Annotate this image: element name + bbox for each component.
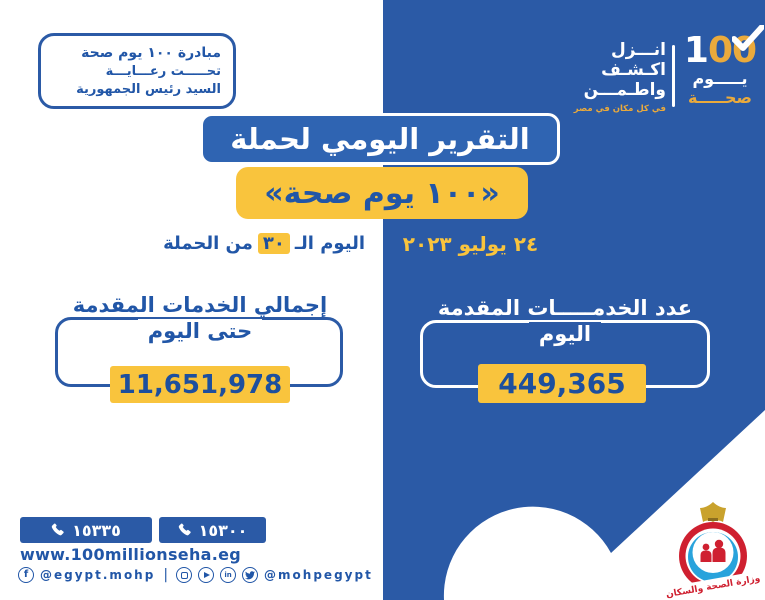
ministry-of-health-logo: وزارة الصحة والسكان [666,502,760,600]
today-services-title-line1: عدد الخدمـــــات المقدمة [427,296,703,320]
slogan-line-2: اكـشـف [601,60,666,80]
hotline-button-15335[interactable]: ١٥٣٣٥ [20,517,152,543]
total-services-value: 11,651,978 [110,366,290,403]
facebook-handle[interactable]: @egypt.mohp [40,568,156,582]
social-media-row: f @egypt.mohp | in @mohpegypt [18,567,373,583]
twitter-icon [242,567,259,583]
brand-divider-line [672,45,675,107]
campaign-name-text: «١٠٠ يوم صحة» [264,175,500,211]
campaign-slogan: انـــزل اكـشـف واطـمـــن في كل مكان في م… [566,40,666,115]
hotline-button-15300[interactable]: ١٥٣٠٠ [159,517,266,543]
slogan-line-3: واطـمـــن [583,80,666,100]
facebook-icon: f [18,567,34,583]
crescent-family-icon [679,522,747,590]
logo-number: 100 [683,25,765,71]
initiative-badge: مبادرة ١٠٠ يوم صحة تحـــــت رعـــايـــة … [38,33,236,109]
today-services-title-line2: اليوم [528,322,602,346]
social-separator: | [163,567,169,583]
report-title-text: التقرير اليومي لحملة [230,122,530,156]
hotline-number-2: ١٥٣٠٠ [198,520,248,540]
badge-line-3: السيد رئيس الجمهورية [76,81,221,97]
instagram-icon [176,567,193,583]
other-socials-handle[interactable]: @mohpegypt [264,568,373,582]
report-date: ٢٤ يوليو ٢٠٢٣ [402,232,539,256]
phone-icon [178,523,191,536]
campaign-logo-100-days: 100 يـــــوم صحـــــة [681,25,765,107]
campaign-day-counter: اليوم الـ ٣٠ من الحملة [158,233,365,254]
phone-icon [51,523,64,536]
slogan-subtitle: في كل مكان في مصر [573,104,666,114]
logo-word-day: يـــــوم [692,69,748,88]
website-link[interactable]: www.100millionseha.eg [20,545,242,564]
day-suffix: من الحملة [163,233,253,254]
today-services-value: 449,365 [478,364,646,403]
eagle-icon [700,502,726,522]
total-services-title-line1: إجمالي الخدمات المقدمة [62,293,338,317]
youtube-icon [198,567,215,583]
report-title-banner: التقرير اليومي لحملة [200,113,560,165]
slogan-line-1: انـــزل [611,40,666,60]
linkedin-icon: in [220,567,237,583]
today-services-heading: عدد الخدمـــــات المقدمة اليوم [400,295,730,347]
badge-line-2: تحـــــت رعـــايـــة [105,63,221,79]
day-number-chip: ٣٠ [257,233,290,254]
campaign-name-banner: «١٠٠ يوم صحة» [236,167,528,219]
total-services-title-line2: حتى اليوم [137,319,263,343]
hotline-number-1: ١٥٣٣٥ [72,520,121,540]
check-icon [732,25,765,51]
day-prefix: اليوم الـ [294,233,365,254]
total-services-heading: إجمالي الخدمات المقدمة حتى اليوم [35,292,365,344]
logo-word-health: صحـــــة [687,88,753,107]
logo-number-one: 1 [683,30,709,71]
badge-line-1: مبادرة ١٠٠ يوم صحة [81,44,221,61]
